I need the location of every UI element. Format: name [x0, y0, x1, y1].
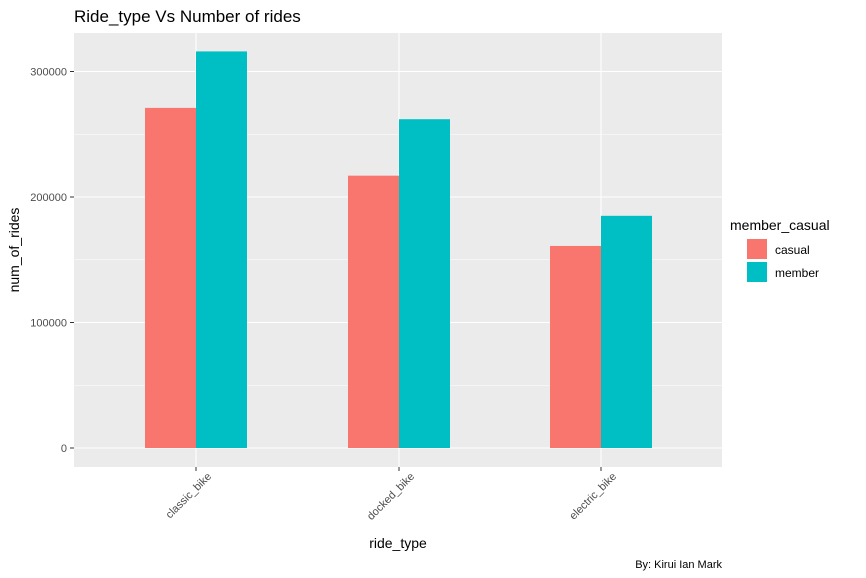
legend-label-member: member [775, 266, 819, 280]
bar-member-classic_bike [196, 51, 247, 449]
caption: By: Kirui Ian Mark [635, 559, 722, 571]
x-tick-label: electric_bike [567, 471, 619, 523]
x-tick-label: docked_bike [365, 471, 417, 523]
y-axis-ticks: 0 100000 200000 300000 [30, 67, 74, 455]
y-tick-label: 200000 [30, 192, 67, 204]
bars [145, 51, 652, 449]
legend-key-casual [747, 239, 767, 259]
chart-title: Ride_type Vs Number of rides [74, 7, 301, 26]
legend-title: member_casual [730, 217, 830, 233]
bar-casual-docked_bike [348, 175, 399, 449]
x-axis-title: ride_type [369, 535, 427, 551]
legend-key-member [747, 262, 767, 282]
y-tick-label: 300000 [30, 67, 67, 79]
legend-label-casual: casual [775, 243, 810, 257]
bar-member-docked_bike [399, 119, 450, 448]
y-axis-title: num_of_rides [6, 208, 22, 293]
y-tick-label: 100000 [30, 318, 67, 330]
bar-casual-classic_bike [145, 107, 196, 449]
bar-member-electric_bike [601, 215, 652, 448]
x-axis-ticks: classic_bike docked_bike electric_bike [164, 467, 619, 523]
y-tick-label: 0 [61, 443, 67, 455]
legend: member_casual casual member [730, 217, 830, 282]
bar-casual-electric_bike [550, 245, 601, 448]
x-tick-label: classic_bike [164, 471, 214, 521]
